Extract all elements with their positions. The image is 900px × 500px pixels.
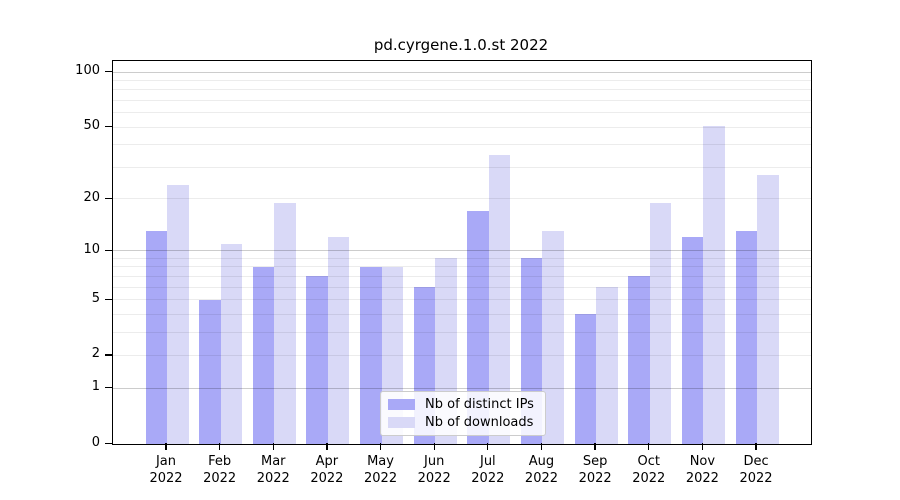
x-tick-mar bbox=[272, 443, 274, 450]
bar-distinct-ips-mar bbox=[252, 266, 275, 444]
x-tick-dec bbox=[755, 443, 757, 450]
gridline-minor-9 bbox=[113, 257, 811, 259]
y-tick-50 bbox=[105, 126, 112, 128]
gridline-minor-2 bbox=[113, 354, 811, 356]
x-tick-label-oct: Oct 2022 bbox=[632, 454, 666, 486]
x-tick-label-mar: Mar 2022 bbox=[256, 454, 290, 486]
x-tick-label-aug: Aug 2022 bbox=[524, 454, 559, 486]
gridline-minor-40 bbox=[113, 144, 811, 146]
x-tick-jul bbox=[487, 443, 489, 450]
y-tick-label-50: 50 bbox=[83, 118, 100, 134]
gridline-minor-80 bbox=[113, 89, 811, 91]
y-tick-label-20: 20 bbox=[83, 189, 100, 205]
bar-downloads-jul bbox=[488, 155, 511, 444]
y-tick-label-10: 10 bbox=[83, 241, 100, 257]
bar-distinct-ips-dec bbox=[735, 231, 758, 444]
bar-distinct-ips-nov bbox=[681, 237, 704, 444]
y-tick-100 bbox=[105, 71, 112, 73]
x-tick-label-jan: Jan 2022 bbox=[149, 454, 183, 486]
gridline-minor-30 bbox=[113, 166, 811, 168]
bar-distinct-ips-may bbox=[360, 266, 382, 444]
gridline-major-100 bbox=[113, 71, 811, 73]
x-tick-aug bbox=[540, 443, 543, 450]
chart-title: pd.cyrgene.1.0.st 2022 bbox=[373, 36, 549, 54]
gridline-minor-8 bbox=[113, 266, 811, 268]
legend-label-distinct-ips: Nb of distinct IPs bbox=[425, 397, 534, 412]
bar-downloads-feb bbox=[220, 243, 243, 444]
bar-distinct-ips-jan bbox=[145, 231, 167, 444]
x-tick-apr bbox=[326, 443, 328, 450]
y-tick-label-1: 1 bbox=[91, 379, 100, 395]
bar-downloads-sep bbox=[596, 287, 618, 444]
x-tick-may bbox=[379, 443, 382, 450]
legend-label-downloads: Nb of downloads bbox=[425, 415, 534, 430]
legend-entry-downloads: Nb of downloads bbox=[388, 415, 545, 430]
plot-area: Nb of distinct IPs Nb of downloads bbox=[112, 60, 812, 445]
bar-downloads-dec bbox=[757, 175, 779, 444]
bar-distinct-ips-jul bbox=[467, 211, 489, 444]
bar-distinct-ips-sep bbox=[574, 314, 597, 444]
x-tick-label-apr: Apr 2022 bbox=[310, 454, 344, 486]
x-tick-sep bbox=[594, 443, 596, 450]
legend: Nb of distinct IPs Nb of downloads bbox=[380, 391, 546, 436]
x-tick-feb bbox=[218, 443, 221, 450]
x-tick-nov bbox=[701, 443, 704, 450]
gridline-minor-90 bbox=[113, 79, 811, 81]
x-tick-label-dec: Dec 2022 bbox=[739, 454, 773, 486]
bar-downloads-aug bbox=[542, 231, 564, 444]
bar-distinct-ips-oct bbox=[628, 276, 650, 444]
gridline-major-1 bbox=[113, 387, 811, 389]
bar-downloads-mar bbox=[274, 202, 296, 444]
y-tick-1 bbox=[105, 387, 112, 389]
y-tick-label-0: 0 bbox=[91, 435, 100, 450]
gridline-major-10 bbox=[113, 250, 811, 252]
bar-downloads-apr bbox=[327, 237, 350, 444]
legend-swatch-downloads bbox=[388, 417, 415, 428]
x-tick-label-feb: Feb 2022 bbox=[203, 454, 237, 486]
gridline-minor-60 bbox=[113, 112, 811, 114]
x-tick-label-nov: Nov 2022 bbox=[685, 454, 719, 486]
bar-distinct-ips-feb bbox=[199, 299, 221, 444]
gridline-minor-4 bbox=[113, 313, 811, 315]
legend-swatch-distinct-ips bbox=[388, 399, 415, 410]
gridline-minor-3 bbox=[113, 331, 811, 333]
y-tick-10 bbox=[105, 249, 112, 251]
bar-distinct-ips-apr bbox=[306, 276, 328, 444]
gridline-minor-6 bbox=[113, 286, 811, 288]
gridline-minor-70 bbox=[113, 99, 811, 101]
gridline-minor-7 bbox=[113, 275, 811, 277]
gridline-minor-20 bbox=[113, 198, 811, 200]
x-tick-label-sep: Sep 2022 bbox=[578, 454, 612, 486]
bar-downloads-nov bbox=[703, 125, 725, 444]
y-tick-20 bbox=[105, 197, 112, 199]
x-tick-oct bbox=[648, 443, 650, 450]
y-tick-2 bbox=[105, 354, 112, 356]
x-tick-jun bbox=[433, 443, 435, 450]
gridline-minor-5 bbox=[113, 299, 811, 301]
y-tick-label-2: 2 bbox=[91, 346, 100, 362]
y-tick-5 bbox=[105, 298, 112, 300]
y-tick-label-5: 5 bbox=[91, 290, 100, 306]
x-tick-label-jun: Jun 2022 bbox=[417, 454, 451, 486]
gridline-minor-50 bbox=[113, 126, 811, 128]
y-tick-label-100: 100 bbox=[75, 63, 100, 78]
bar-downloads-jan bbox=[167, 184, 189, 444]
x-tick-jan bbox=[165, 443, 167, 450]
bar-downloads-oct bbox=[649, 202, 672, 444]
x-tick-label-jul: Jul 2022 bbox=[471, 454, 505, 486]
y-tick-0 bbox=[105, 443, 112, 445]
legend-entry-distinct-ips: Nb of distinct IPs bbox=[388, 397, 545, 412]
x-tick-label-may: May 2022 bbox=[364, 454, 398, 486]
